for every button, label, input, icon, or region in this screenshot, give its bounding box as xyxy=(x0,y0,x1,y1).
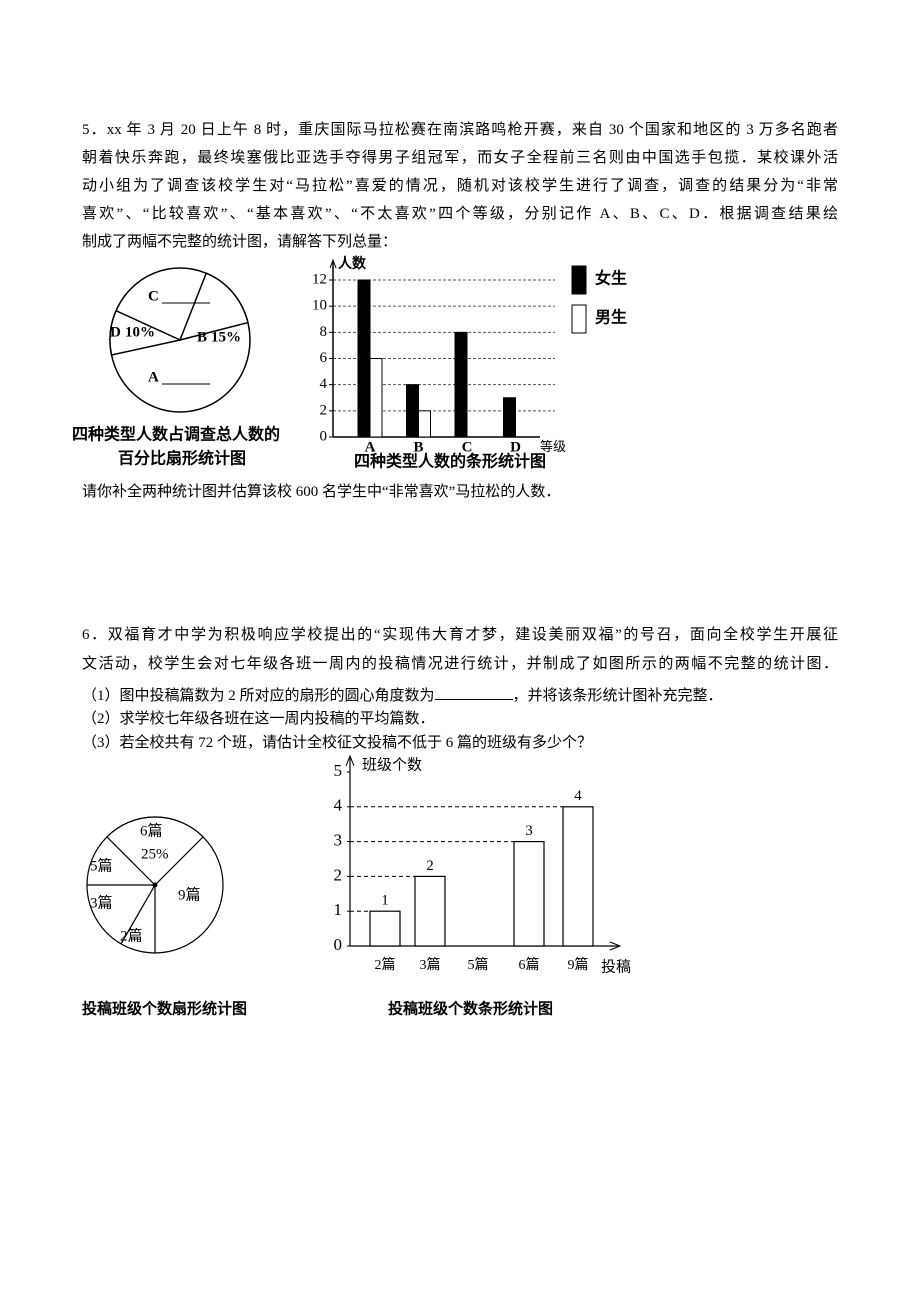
y-tick-label: 5 xyxy=(334,761,343,780)
legend-swatch xyxy=(571,265,587,295)
y-tick-label: 4 xyxy=(334,796,343,815)
data-label: 1 xyxy=(381,893,389,909)
data-label: 4 xyxy=(574,788,582,804)
x-tick-label: 9篇 xyxy=(568,957,589,973)
item-text: （3）若全校共有 72 个班，请估计全校征文投稿不低于 6 篇的班级有多少个？ xyxy=(82,735,593,751)
pie-label: C xyxy=(148,288,159,304)
x-axis-label: 等级 xyxy=(540,439,566,454)
y-axis-arrow xyxy=(345,754,355,767)
paragraph-line: 喜欢”、“比较喜欢”、“基本喜欢”、“不太喜欢”四个等级，分别记作 A、B、C、… xyxy=(82,206,838,222)
paragraph-line: 文活动，校学生会对七年级各班一周内的投稿情况进行统计，并制成了如图所示的两幅不完… xyxy=(82,656,838,672)
y-tick-label: 4 xyxy=(320,376,328,392)
pie-label: D xyxy=(110,324,121,340)
x-tick-label: 3篇 xyxy=(420,957,441,973)
y-tick-label: 8 xyxy=(320,324,328,340)
chart-title: 四种类型人数的条形统计图 xyxy=(354,452,546,471)
x-axis-label: 投稿 xyxy=(601,958,631,975)
pie-label: A xyxy=(148,369,159,385)
pie-sector xyxy=(106,816,204,886)
bar xyxy=(418,410,431,438)
pie-sector xyxy=(109,309,183,356)
x-tick-label: C xyxy=(462,439,473,455)
question-item: （2）求学校七年级各班在这一周内投稿的平均篇数． xyxy=(82,709,838,729)
pie-caption: 百分比扇形统计图 xyxy=(118,449,246,468)
y-tick-label: 0 xyxy=(320,428,328,444)
x-tick-label: 2篇 xyxy=(375,957,396,973)
data-label: 3 xyxy=(525,823,533,839)
y-tick-label: 12 xyxy=(312,271,327,287)
y-axis-label: 人数 xyxy=(338,255,367,272)
bar xyxy=(513,840,545,947)
paragraph-line: 5．xx 年 3 月 20 日上午 8 时，重庆国际马拉松赛在南滨路鸣枪开赛，来… xyxy=(82,122,838,138)
bar xyxy=(406,384,419,438)
y-tick-label: 0 xyxy=(334,935,343,954)
y-axis-arrow xyxy=(329,258,337,269)
paragraph-line: 6．双福育才中学为积极响应学校提出的“实现伟大育才梦，建设美丽双福”的号召，面向… xyxy=(82,627,838,643)
paragraph-line: 制成了两幅不完整的统计图，请解答下列总量： xyxy=(82,234,398,250)
y-tick-label: 2 xyxy=(320,402,328,418)
x-tick-label: D xyxy=(510,439,521,455)
y-axis-label: 班级个数 xyxy=(362,756,422,773)
item-text: （1）图中投稿篇数为 2 所对应的扇形的圆心角度数为 xyxy=(82,688,435,704)
pie-label: 6篇 xyxy=(140,821,163,839)
y-tick-label: 10 xyxy=(312,298,327,314)
data-label: 2 xyxy=(426,858,434,874)
x-tick-label: B xyxy=(413,439,423,455)
y-tick-label: 1 xyxy=(334,900,343,919)
pie-sector xyxy=(178,272,249,342)
pie-value-label: 15% xyxy=(211,329,241,345)
pie-caption: 四种类型人数占调查总人数的 xyxy=(72,425,280,444)
pie-label: B xyxy=(197,329,207,345)
x-tick-label: 5篇 xyxy=(468,957,489,973)
y-tick-label: 6 xyxy=(320,350,328,366)
legend-swatch xyxy=(571,304,587,334)
pie-caption: 投稿班级个数扇形统计图 xyxy=(82,999,247,1017)
paragraph-line: 动小组为了调查该校学生对“马拉松”喜爱的情况，随机对该校学生进行了调查，调查的结… xyxy=(82,178,838,194)
answer-blank xyxy=(434,685,513,700)
y-tick-label: 2 xyxy=(334,865,343,884)
bar xyxy=(357,279,371,438)
pie-label: 9篇 xyxy=(178,885,201,903)
paragraph-line: 朝着快乐奔跑，最终埃塞俄比亚选手夺得男子组冠军，而女子全程前三名则由中国选手包揽… xyxy=(82,150,838,166)
item-text: （2）求学校七年级各班在这一周内投稿的平均篇数． xyxy=(82,711,435,727)
bar xyxy=(369,910,401,947)
legend-label: 男生 xyxy=(595,308,627,327)
bar xyxy=(503,397,516,438)
question: 请你补全两种统计图并估算该校 600 名学生中“非常喜欢”马拉松的人数． xyxy=(82,484,561,500)
pie-value-label: 10% xyxy=(125,324,155,340)
bar xyxy=(414,875,446,947)
item-text: ，并将该条形统计图补充完整． xyxy=(512,688,723,704)
chart-title: 投稿班级个数条形统计图 xyxy=(388,999,553,1017)
bar xyxy=(454,331,468,438)
pie-label: 5篇 xyxy=(90,856,113,874)
pie-center xyxy=(152,882,158,888)
pie-value-label: 25% xyxy=(141,846,169,862)
x-axis-arrow xyxy=(609,941,622,951)
legend-label: 女生 xyxy=(595,269,627,288)
x-tick-label: A xyxy=(365,439,376,455)
question-item: （3）若全校共有 72 个班，请估计全校征文投稿不低于 6 篇的班级有多少个？ xyxy=(82,733,838,753)
bar xyxy=(562,806,594,947)
pie-label: 3篇 xyxy=(90,893,113,911)
y-tick-label: 3 xyxy=(334,831,343,850)
x-tick-label: 6篇 xyxy=(519,957,540,973)
question-item: （1）图中投稿篇数为 2 所对应的扇形的圆心角度数为 ，并将该条形统计图补充完整． xyxy=(82,685,838,706)
bar xyxy=(369,358,383,438)
pie-divider xyxy=(120,884,156,945)
pie-label: 2篇 xyxy=(120,926,143,944)
